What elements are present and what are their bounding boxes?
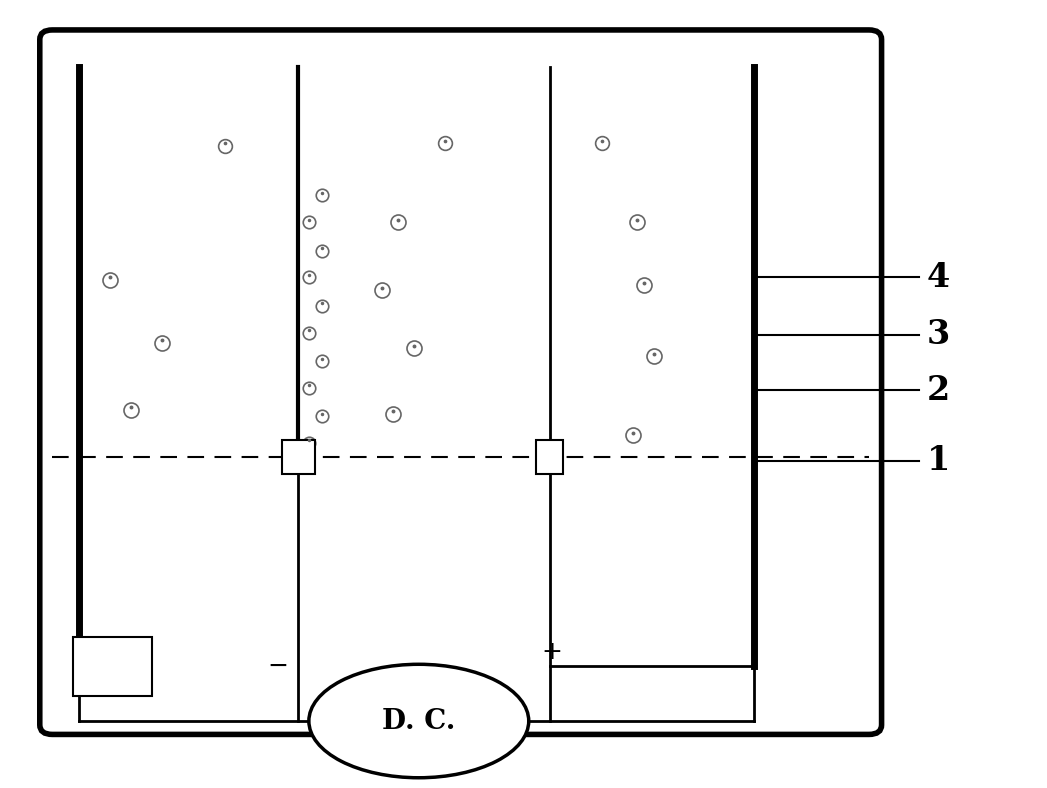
Text: +: + <box>541 641 562 664</box>
Text: −: − <box>267 654 288 678</box>
Text: 1: 1 <box>927 444 950 478</box>
Bar <box>536 440 563 474</box>
Ellipse shape <box>309 664 529 778</box>
Text: D. C.: D. C. <box>382 708 455 734</box>
Bar <box>282 440 315 474</box>
Text: 4: 4 <box>927 261 950 294</box>
Text: 2: 2 <box>927 374 950 407</box>
Bar <box>73 637 152 696</box>
Text: 3: 3 <box>927 318 950 351</box>
